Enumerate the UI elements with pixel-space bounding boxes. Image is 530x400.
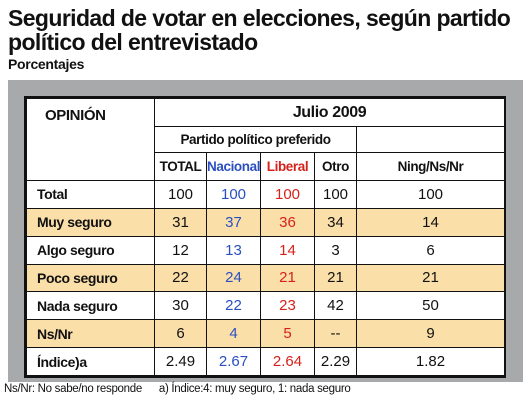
cell-liberal: 100 bbox=[260, 180, 315, 209]
cell-otro: 42 bbox=[314, 291, 357, 321]
data-table-wrapper: OPINIÓN Julio 2009 Partido político pref… bbox=[24, 96, 506, 378]
cell-total: 100 bbox=[154, 180, 207, 209]
table-row: Muy seguro 31 37 36 34 14 bbox=[26, 207, 506, 237]
table-row: Poco seguro 22 24 21 21 21 bbox=[26, 263, 506, 293]
cell-liberal: 14 bbox=[260, 235, 315, 265]
cell-otro: -- bbox=[314, 319, 357, 349]
cell-total: 31 bbox=[154, 207, 207, 237]
cell-ning: 9 bbox=[355, 319, 506, 349]
column-header-ning: Ning/Ns/Nr bbox=[355, 152, 506, 181]
chart-title: Seguridad de votar en elecciones, según … bbox=[8, 5, 511, 55]
row-label: Muy seguro bbox=[26, 207, 155, 237]
opinion-header: OPINIÓN bbox=[26, 98, 155, 181]
column-header-otro: Otro bbox=[314, 152, 357, 181]
cell-total: 2.49 bbox=[154, 347, 207, 376]
table-row: Total 100 100 100 100 100 bbox=[26, 180, 506, 209]
group-header-spacer bbox=[356, 126, 506, 153]
cell-total: 22 bbox=[154, 263, 207, 293]
cell-ning: 6 bbox=[355, 235, 506, 265]
cell-otro: 100 bbox=[314, 180, 357, 209]
cell-otro: 21 bbox=[314, 263, 357, 293]
cell-otro: 2.29 bbox=[314, 347, 357, 376]
cell-liberal: 5 bbox=[260, 319, 315, 349]
table-row: Ns/Nr 6 4 5 -- 9 bbox=[26, 319, 506, 349]
table-row: Índice)a 2.49 2.67 2.64 2.29 1.82 bbox=[26, 347, 506, 376]
cell-ning: 14 bbox=[355, 207, 506, 237]
cell-total: 12 bbox=[154, 235, 207, 265]
cell-ning: 1.82 bbox=[355, 347, 506, 376]
cell-ning: 100 bbox=[355, 180, 506, 209]
cell-liberal: 23 bbox=[260, 291, 315, 321]
cell-nacional: 13 bbox=[206, 235, 261, 265]
cell-nacional: 24 bbox=[206, 263, 261, 293]
column-header-total: TOTAL bbox=[154, 152, 207, 181]
chart-subtitle: Porcentajes bbox=[8, 56, 85, 72]
cell-ning: 50 bbox=[355, 291, 506, 321]
group-header: Partido político preferido bbox=[154, 126, 357, 153]
cell-total: 6 bbox=[154, 319, 207, 349]
table-row: Nada seguro 30 22 23 42 50 bbox=[26, 291, 506, 321]
row-label: Total bbox=[26, 180, 155, 209]
cell-nacional: 4 bbox=[206, 319, 261, 349]
column-header-nacional: Nacional bbox=[206, 152, 261, 181]
data-table: OPINIÓN Julio 2009 Partido político pref… bbox=[26, 98, 506, 376]
cell-otro: 3 bbox=[314, 235, 357, 265]
cell-nacional: 2.67 bbox=[206, 347, 261, 376]
cell-otro: 34 bbox=[314, 207, 357, 237]
row-label: Ns/Nr bbox=[26, 319, 155, 349]
row-label: Algo seguro bbox=[26, 235, 155, 265]
cell-ning: 21 bbox=[355, 263, 506, 293]
row-label: Poco seguro bbox=[26, 263, 155, 293]
cell-nacional: 22 bbox=[206, 291, 261, 321]
cell-liberal: 21 bbox=[260, 263, 315, 293]
footnote-nsnr: Ns/Nr: No sabe/no responde bbox=[4, 383, 142, 395]
cell-nacional: 100 bbox=[206, 180, 261, 209]
cell-nacional: 37 bbox=[206, 207, 261, 237]
period-header: Julio 2009 bbox=[153, 98, 506, 127]
footnote-index: a) Índice:4: muy seguro, 1: nada seguro bbox=[158, 383, 351, 395]
table-row: Algo seguro 12 13 14 3 6 bbox=[26, 235, 506, 265]
table-body: Total 100 100 100 100 100 Muy seguro 31 37 36 34 14… bbox=[26, 180, 506, 376]
footnotes: Ns/Nr: No sabe/no responde a) Índice:4: … bbox=[4, 383, 351, 395]
row-label: Nada seguro bbox=[26, 291, 155, 321]
column-header-liberal: Liberal bbox=[260, 152, 315, 181]
cell-liberal: 2.64 bbox=[260, 347, 315, 376]
cell-total: 30 bbox=[154, 291, 207, 321]
cell-liberal: 36 bbox=[260, 207, 315, 237]
row-label: Índice)a bbox=[26, 347, 155, 376]
